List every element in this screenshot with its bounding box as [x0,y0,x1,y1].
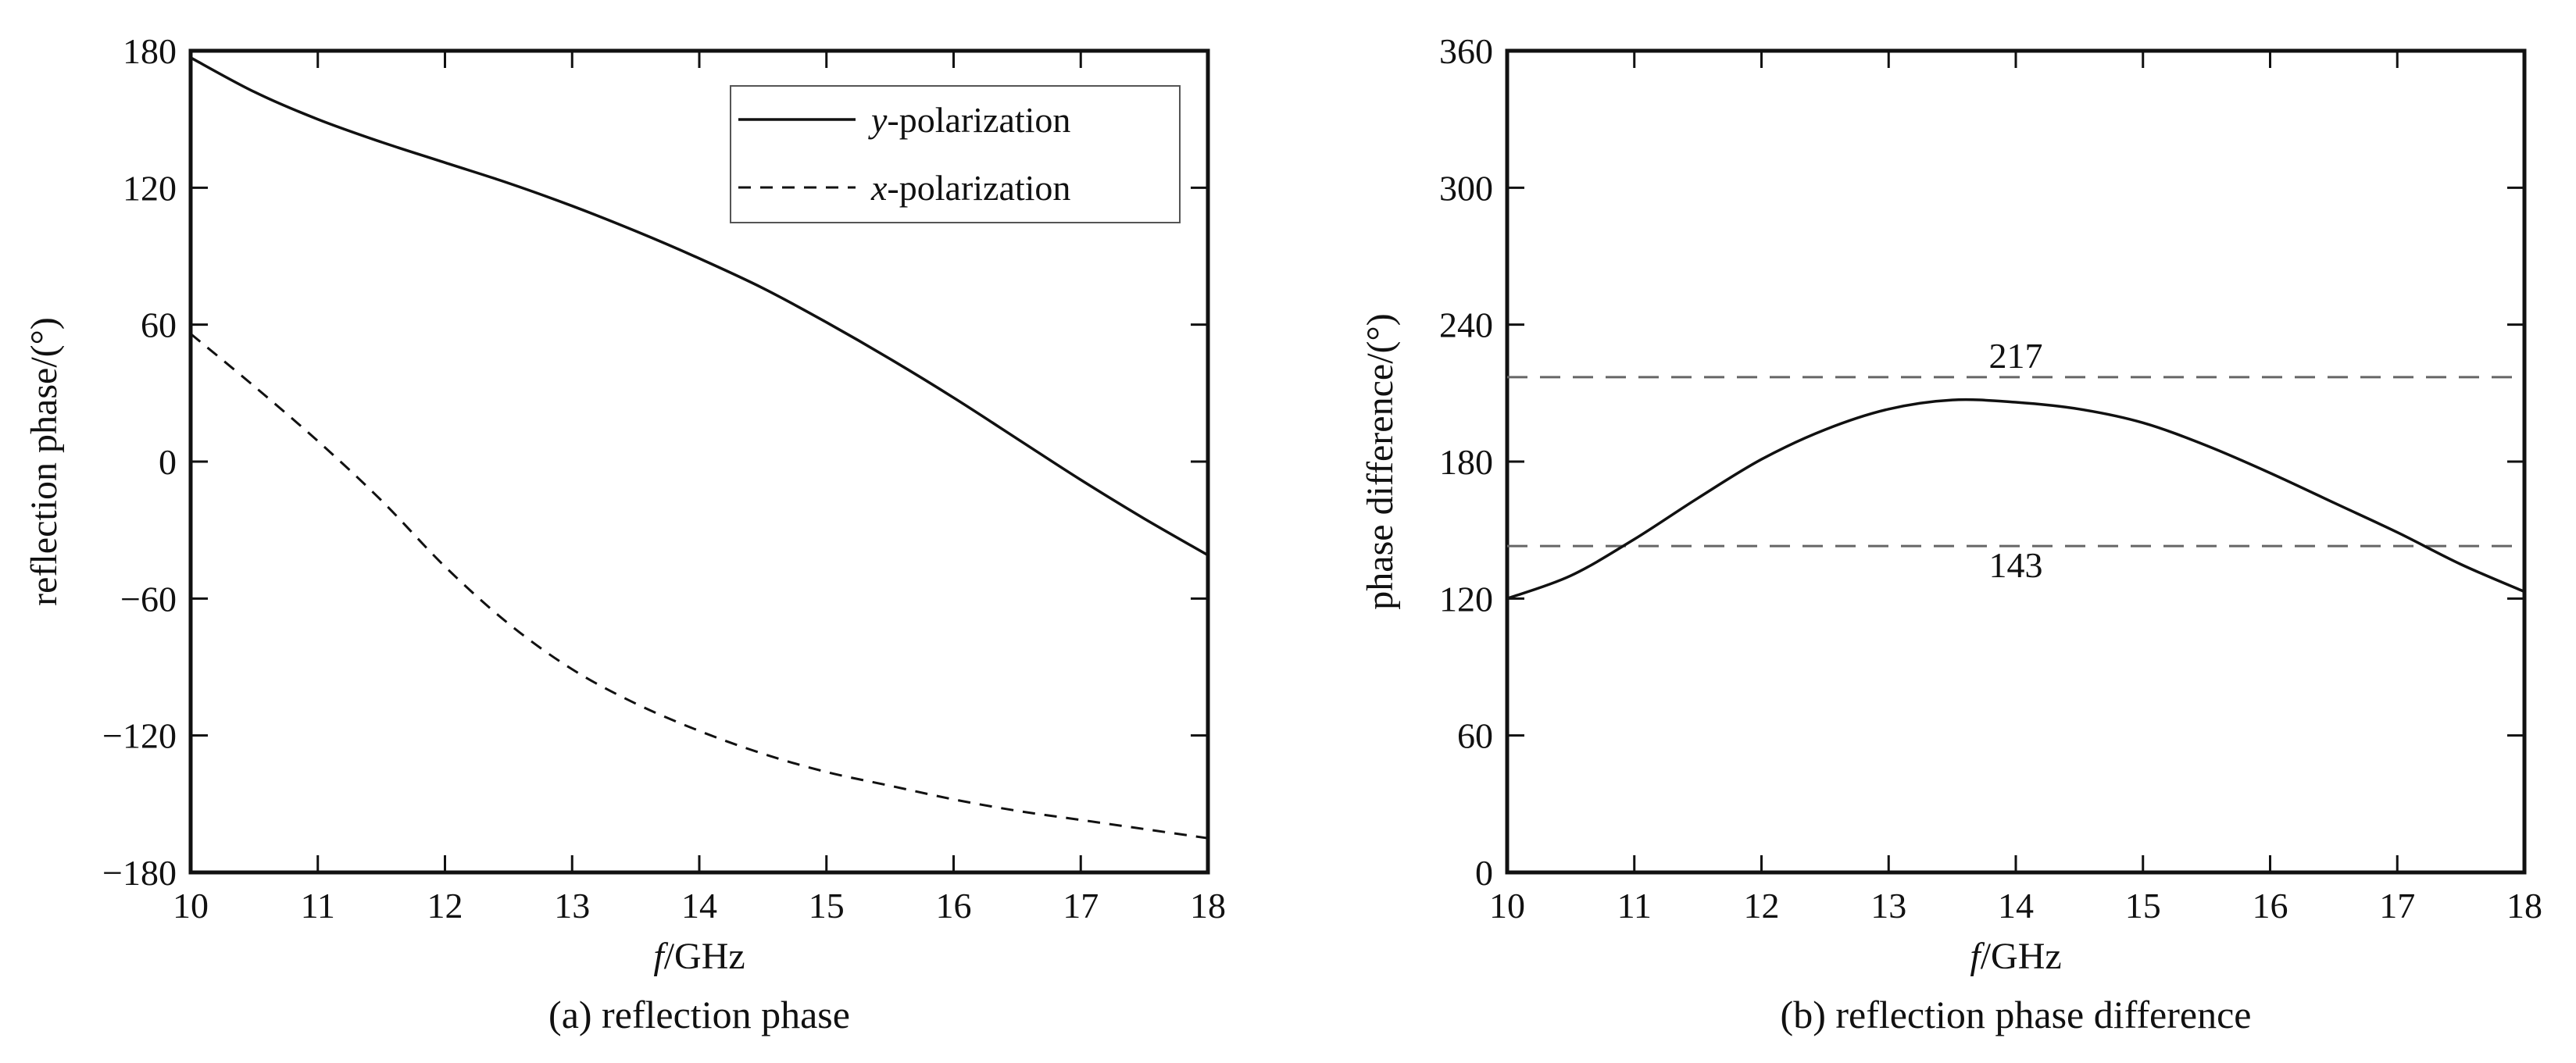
panel-a-x-axis-title: f/GHz [653,936,745,977]
panel-b-x-tick-label: 15 [2125,886,2161,926]
panel-b-y-tick-label: 360 [1439,31,1493,71]
panel-b-x-tick-label: 18 [2506,886,2542,926]
panel-a-series-line-y-polarization [190,56,1209,557]
panel-b-y-axis-title: phase difference/(°) [1359,313,1401,609]
legend-box [730,85,1181,223]
panel-a-y-axis-title: reflection phase/(°) [23,317,65,606]
panel-a-y-tick-label: −60 [120,579,177,619]
panel-b-x-tick-label: 10 [1489,886,1525,926]
legend-entry-y-polarization: y-polarization [868,100,1070,140]
panel-b-y-tick-label: 180 [1439,442,1493,482]
panel-b-x-tick-label: 12 [1744,886,1780,926]
panel-a-legend: y-polarization x-polarization [730,85,1181,223]
panel-a-ticks: 10 11 12 13 14 15 16 17 18 −180 −120 −60 0 60 120 180 [102,31,1226,926]
panel-b-reference-label-217: 217 [1989,336,2043,376]
panel-b-x-tick-label: 16 [2253,886,2288,926]
panel-a-series [190,56,1209,840]
panel-b-series [1506,398,2525,600]
legend-entry-x-polarization: x-polarization [870,168,1070,208]
panel-b-caption: (b) reflection phase difference [1781,993,2252,1036]
panel-a-x-tick-label: 18 [1190,886,1226,926]
panel-a-y-tick-label: −120 [102,716,177,756]
panel-b-y-tick-label: 240 [1439,305,1493,345]
panel-a-x-tick-label: 11 [301,886,335,926]
panel-b-x-axis-title: f/GHz [1970,936,2061,977]
panel-a-x-tick-label: 16 [936,886,972,926]
panel-a-reflection-phase: 10 11 12 13 14 15 16 17 18 −180 −120 −60 0 60 120 180 y… [23,31,1226,1036]
panel-b-plot-frame [1505,48,2527,875]
panel-a-x-tick-label: 17 [1063,886,1099,926]
panel-b-y-tick-label: 120 [1439,579,1493,619]
panel-a-x-tick-label: 10 [173,886,209,926]
panel-a-y-tick-label: −180 [102,853,177,893]
panel-a-caption: (a) reflection phase [548,993,850,1036]
panel-b-y-tick-label: 60 [1457,716,1493,756]
panel-a-x-tick-label: 14 [681,886,717,926]
panel-a-y-tick-label: 60 [141,305,177,345]
panel-b-x-tick-label: 13 [1870,886,1906,926]
panel-a-y-tick-label: 180 [123,31,177,71]
panel-a-x-tick-label: 12 [427,886,463,926]
panel-b-reference-label-143: 143 [1989,545,2043,585]
panel-a-x-tick-label: 15 [809,886,845,926]
panel-a-y-tick-label: 120 [123,168,177,208]
panel-b-x-tick-label: 17 [2379,886,2415,926]
panel-a-x-tick-label: 13 [554,886,590,926]
panel-b-x-tick-label: 14 [1998,886,2034,926]
panel-a-series-line-x-polarization [190,333,1209,840]
panel-b-y-tick-label: 300 [1439,168,1493,208]
panel-b-series-line-phase-difference [1506,398,2525,600]
panel-b-y-tick-label: 0 [1475,853,1493,893]
panel-a-y-tick-label: 0 [159,442,177,482]
panel-b-x-tick-label: 11 [1617,886,1652,926]
panel-b-reference-lines: 217 143 [1507,336,2524,585]
